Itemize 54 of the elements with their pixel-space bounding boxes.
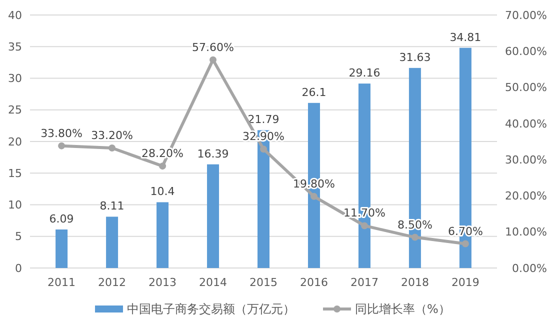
data-label: 21.79 [248,113,280,126]
y-tick-label: 40 [8,8,22,22]
x-tick-label: 2015 [250,276,278,289]
y-tick-label: 0 [15,262,22,275]
data-label: 31.63 [399,50,431,64]
point [159,162,166,170]
data-label: 29.16 [348,66,380,80]
bar [106,216,118,268]
y-tick-label: 35 [8,40,22,54]
point [108,144,116,152]
data-label: 34.81 [450,30,482,44]
y-tick-label: 15 [8,166,22,180]
data-label: 6.09 [49,212,74,226]
x-tick-label: 2017 [350,276,378,289]
point [462,240,469,248]
y-tick-label: 30 [8,72,22,86]
x-tick-label: 2013 [148,276,177,289]
y-tick-label: 10 [8,198,22,212]
y2-tick-label: 40.00% [505,117,547,130]
y2-tick-label: 50.00% [505,81,547,94]
y2-tick-label: 0.00% [512,262,547,275]
x-tick-label: 2014 [199,276,228,289]
x-tick-label: 2018 [400,276,429,289]
point [411,234,418,241]
data-label: 16.39 [197,147,229,160]
x-tick-label: 2012 [98,276,126,289]
data-label: 33.20% [91,129,134,142]
y2-tick-label: 30.00% [505,153,547,166]
data-label: 57.60% [192,40,234,54]
x-tick-label: 2011 [48,276,76,289]
data-label: 8.11 [100,200,124,213]
y2-tick-label: 70.00% [505,8,547,22]
x-tick-label: 2016 [300,276,328,289]
y2-tick-label: 10.00% [505,226,547,239]
y-tick-label: 20 [8,135,22,148]
data-label: 33.80% [40,126,83,140]
x-tick-label: 2019 [451,276,480,289]
y2-tick-label: 20.00% [505,190,547,203]
data-label: 26.1 [302,86,326,99]
legend-label: 同比增长率（%） [355,302,450,316]
data-label: 10.4 [150,185,175,198]
bar [56,229,68,268]
bar [156,202,169,268]
y-tick-label: 5 [15,230,22,244]
data-label: 28.20% [142,147,184,160]
point [260,146,267,153]
point [58,142,66,150]
bar [207,164,220,268]
point [360,222,368,230]
point [310,192,318,200]
y-tick-label: 25 [8,104,22,117]
legend-label: 中国电子商务交易额（万亿元） [127,302,295,316]
y2-tick-label: 60.00% [505,44,547,58]
point [210,56,217,64]
